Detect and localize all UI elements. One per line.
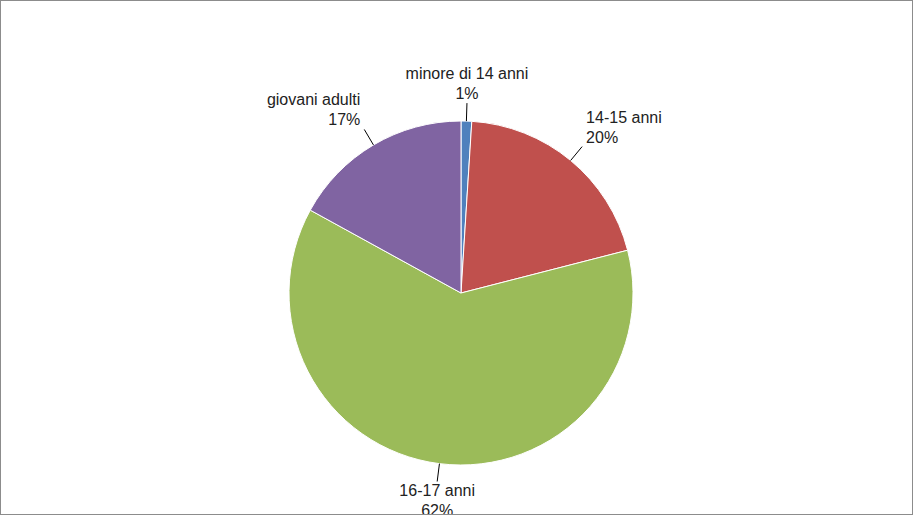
svg-text:minore di 14 anni1%: minore di 14 anni1%: [406, 65, 529, 102]
svg-text:14-15 anni20%: 14-15 anni20%: [586, 109, 662, 146]
svg-text:16-17 anni62%: 16-17 anni62%: [399, 482, 475, 514]
svg-text:giovani adulti17%: giovani adulti17%: [267, 91, 360, 128]
